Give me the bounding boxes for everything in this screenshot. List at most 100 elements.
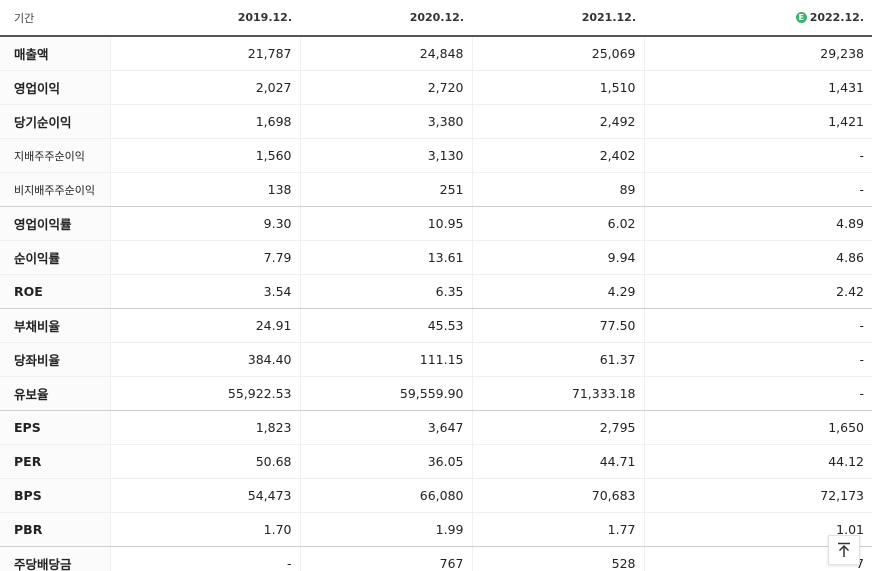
table-cell: 21,787	[109, 36, 300, 71]
table-cell: 9.94	[471, 240, 644, 275]
table-cell: 2.42	[643, 274, 872, 309]
row-label: PER	[0, 444, 110, 479]
row-label: 순이익률	[0, 240, 110, 275]
column-header-label: 2022.12.	[809, 11, 864, 24]
table-cell: 767	[299, 546, 472, 571]
row-label: 영업이익률	[0, 206, 110, 241]
table-cell: 3.54	[109, 274, 300, 309]
arrow-up-icon	[838, 542, 850, 557]
table-cell: 1,431	[643, 70, 872, 105]
table-cell: 54,473	[109, 478, 300, 513]
table-cell: 3,380	[299, 104, 472, 139]
table-row: PER 50.68 36.05 44.71 44.12	[0, 444, 872, 479]
row-label: 당좌비율	[0, 342, 110, 377]
table-cell: 2,402	[471, 138, 644, 173]
table-cell: 1.70	[109, 512, 300, 547]
table-cell: 3,647	[299, 410, 472, 445]
table-row: 부채비율 24.91 45.53 77.50-	[0, 308, 872, 343]
table-cell: 1,650	[643, 410, 872, 445]
table-cell: 55,922.53	[109, 376, 300, 411]
scroll-to-top-button[interactable]	[828, 535, 860, 565]
row-label: 매출액	[0, 36, 110, 71]
table-cell: 2,492	[471, 104, 644, 139]
row-label: 부채비율	[0, 308, 110, 343]
table-row: 당기순이익 1,698 3,380 2,492 1,421	[0, 104, 872, 139]
table-cell: 6.35	[299, 274, 472, 309]
table-cell: 384.40	[109, 342, 300, 377]
table-cell: 70,683	[471, 478, 644, 513]
table-cell: 1,823	[109, 410, 300, 445]
row-label: ROE	[0, 274, 110, 309]
table-cell: 4.89	[643, 206, 872, 241]
table-row: 비지배주주순이익 138 251 89-	[0, 172, 872, 207]
row-label: 비지배주주순이익	[0, 172, 110, 207]
table-cell: 61.37	[471, 342, 644, 377]
column-header: 2020.12.	[300, 0, 472, 37]
table-cell: -	[643, 138, 872, 173]
table-cell: 24,848	[299, 36, 472, 71]
table-cell: 24.91	[109, 308, 300, 343]
table-cell: 59,559.90	[299, 376, 472, 411]
table-cell: 10.95	[299, 206, 472, 241]
row-label: 주당배당금	[0, 546, 110, 571]
table-cell: 4.29	[471, 274, 644, 309]
table-cell: 9.30	[109, 206, 300, 241]
table-cell: 138	[109, 172, 300, 207]
row-label: 영업이익	[0, 70, 110, 105]
estimate-badge-icon: E	[795, 12, 807, 23]
table-cell: 2,795	[471, 410, 644, 445]
table-cell: 2,720	[299, 70, 472, 105]
table-cell: 251	[299, 172, 472, 207]
column-header-estimate: E 2022.12.	[644, 0, 872, 37]
table-cell: 71,333.18	[471, 376, 644, 411]
row-label: 유보율	[0, 376, 110, 411]
table-row: 매출액 21,787 24,848 25,069 29,238	[0, 36, 872, 71]
table-row: 영업이익 2,027 2,720 1,510 1,431	[0, 70, 872, 105]
table-cell: 528	[471, 546, 644, 571]
column-header: 2021.12.	[472, 0, 644, 37]
table-cell: -	[643, 342, 872, 377]
table-cell: 1,560	[109, 138, 300, 173]
row-label: EPS	[0, 410, 110, 445]
table-cell: 25,069	[471, 36, 644, 71]
row-label: 지배주주순이익	[0, 138, 110, 173]
table-cell: 2,027	[109, 70, 300, 105]
table-cell: 1,421	[643, 104, 872, 139]
table-cell: 13.61	[299, 240, 472, 275]
table-cell: 1,698	[109, 104, 300, 139]
table-cell: -	[643, 308, 872, 343]
row-label: PBR	[0, 512, 110, 547]
table-row: ROE 3.54 6.35 4.29 2.42	[0, 274, 872, 309]
table-row: 주당배당금 -767 528 7	[0, 546, 872, 571]
table-cell: 44.12	[643, 444, 872, 479]
table-row: 순이익률 7.79 13.61 9.94 4.86	[0, 240, 872, 275]
table-cell: -	[643, 376, 872, 411]
column-header: 2019.12.	[110, 0, 300, 37]
table-cell: 72,173	[643, 478, 872, 513]
table-row: 지배주주순이익 1,560 3,130 2,402-	[0, 138, 872, 173]
table-row: 영업이익률 9.30 10.95 6.02 4.89	[0, 206, 872, 241]
table-cell: 29,238	[643, 36, 872, 71]
table-row: 당좌비율 384.40 111.15 61.37-	[0, 342, 872, 377]
table-cell: 77.50	[471, 308, 644, 343]
table-cell: 89	[471, 172, 644, 207]
table-row: EPS 1,823 3,647 2,795 1,650	[0, 410, 872, 445]
table-row: PBR 1.70 1.99 1.77 1.01	[0, 512, 872, 547]
table-cell: -	[643, 172, 872, 207]
table-cell: 4.86	[643, 240, 872, 275]
table-cell: 44.71	[471, 444, 644, 479]
table-row: BPS 54,473 66,080 70,683 72,173	[0, 478, 872, 513]
table-cell: 45.53	[299, 308, 472, 343]
table-cell: -	[109, 546, 300, 571]
period-header: 기간	[0, 0, 110, 37]
header-row: 기간 2019.12. 2020.12. 2021.12. E 2022.12.	[0, 0, 872, 37]
table-cell: 1.77	[471, 512, 644, 547]
table-cell: 7.79	[109, 240, 300, 275]
table-cell: 1,510	[471, 70, 644, 105]
row-label: BPS	[0, 478, 110, 513]
table-cell: 36.05	[299, 444, 472, 479]
table-row: 유보율 55,922.53 59,559.90 71,333.18-	[0, 376, 872, 411]
table-cell: 1.99	[299, 512, 472, 547]
